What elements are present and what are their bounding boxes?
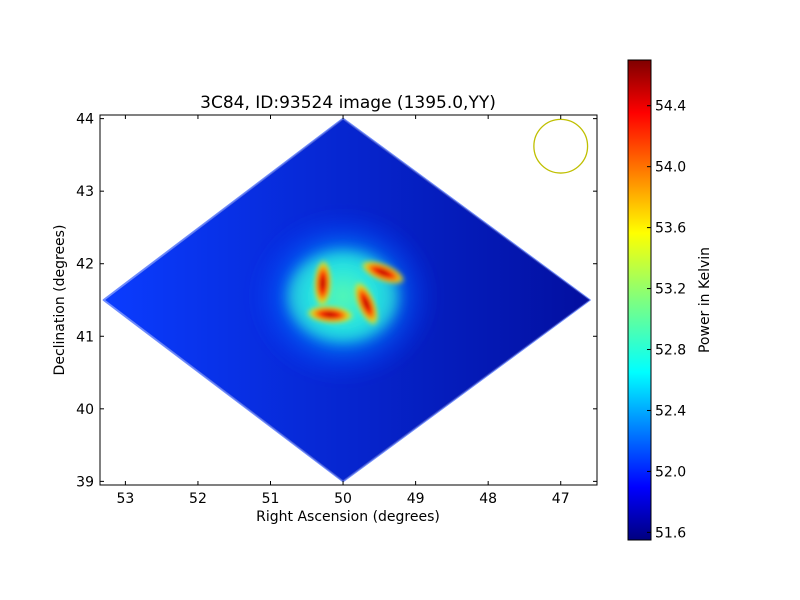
colorbar-tick-label: 53.2 [655,282,686,298]
hotspot-feature [306,305,354,324]
hotspot-feature [313,259,332,308]
colorbar: 51.6 52.0 52.4 52.8 53.2 53.6 54.0 54.4 Power i… [627,59,713,541]
hotspot-feature [360,260,406,285]
y-tick-label: 44 [76,112,94,128]
colorbar-tick-label: 52.0 [655,464,686,480]
heatmap-image [102,117,591,483]
y-axis-ticks: 39 40 41 42 43 44 [76,112,597,490]
y-tick-label: 42 [76,257,94,273]
y-tick-label: 40 [76,402,94,418]
colorbar-tick-label: 53.6 [655,221,686,237]
colorbar-tick-label: 54.0 [655,160,686,176]
colorbar-tick-label: 51.6 [655,525,686,541]
x-axis-label: Right Ascension (degrees) [256,509,440,525]
x-tick-label: 49 [407,491,425,507]
x-tick-label: 52 [189,491,207,507]
plot-area: 53 52 51 50 49 48 47 39 40 41 42 43 44 [76,112,598,507]
colorbar-label: Power in Kelvin [697,247,713,353]
colorbar-gradient [627,59,652,541]
plot-frame [99,114,598,486]
colorbar-tick-label: 54.4 [655,99,686,115]
colorbar-tick-label: 52.8 [655,343,686,359]
colorbar-tick-label: 52.4 [655,403,686,419]
x-tick-label: 48 [479,491,497,507]
x-tick-label: 51 [262,491,280,507]
hotspot-feature [353,281,379,327]
x-tick-label: 53 [116,491,134,507]
x-axis-ticks: 53 52 51 50 49 48 47 [116,115,570,507]
chart-title: 3C84, ID:93524 image (1395.0,YY) [200,93,496,113]
colorbar-ticks: 51.6 52.0 52.4 52.8 53.2 53.6 54.0 54.4 [647,99,686,541]
y-axis-label: Declination (degrees) [52,225,68,376]
y-tick-label: 43 [76,184,94,200]
beam-circle [533,118,589,174]
x-tick-label: 47 [552,491,570,507]
y-tick-label: 41 [76,329,94,345]
x-tick-label: 50 [334,491,352,507]
y-tick-label: 39 [76,474,94,490]
